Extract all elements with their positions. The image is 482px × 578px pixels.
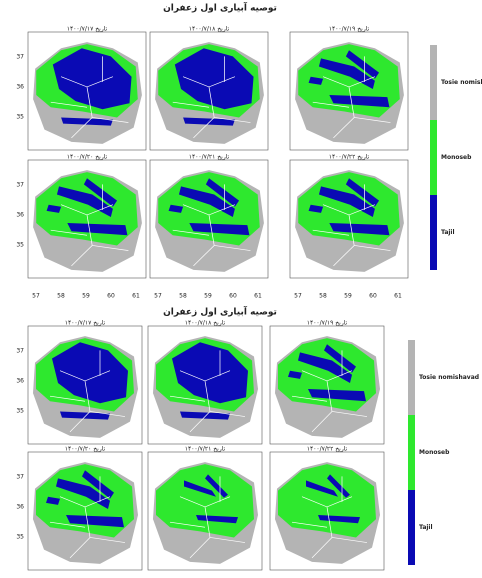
panel-date: تاریخ ۱۴۰۰/۷/۲۲ — [307, 446, 348, 453]
panel-date: تاریخ ۱۴۰۰/۷/۱۷ — [65, 320, 106, 327]
map-panel: تاریخ ۱۴۰۰/۷/۲۲ — [270, 446, 384, 571]
panel-date: تاریخ ۱۴۰۰/۷/۲۱ — [189, 154, 230, 161]
y-tick-label: 35 — [16, 242, 24, 249]
map-panel: تاریخ ۱۴۰۰/۷/۱۹ — [270, 320, 384, 445]
panel-date: تاریخ ۱۴۰۰/۷/۲۱ — [185, 446, 226, 453]
x-tick-label: 59 — [82, 293, 90, 300]
panel-date: تاریخ ۱۴۰۰/۷/۱۸ — [189, 26, 230, 33]
map — [275, 462, 380, 564]
map — [33, 462, 138, 564]
x-tick-label: 60 — [369, 293, 377, 300]
panel-date: تاریخ ۱۴۰۰/۷/۲۲ — [329, 154, 370, 161]
y-tick-label: 36 — [16, 84, 24, 91]
y-tick-label: 37 — [16, 182, 24, 189]
map — [155, 170, 264, 272]
map-panel: تاریخ ۱۴۰۰/۷/۱۷ — [28, 26, 146, 151]
legend-swatch — [430, 195, 437, 270]
y-tick-label: 37 — [16, 54, 24, 61]
figure-title: توصیه آبیاری اول زعفران — [163, 2, 277, 14]
map-panel: تاریخ ۱۴۰۰/۷/۲۰ — [28, 154, 146, 279]
map-panel: تاریخ ۱۴۰۰/۷/۲۱ — [148, 446, 262, 571]
map-panel: تاریخ ۱۴۰۰/۷/۲۰ — [28, 446, 142, 571]
legend-label: Monoseb — [419, 449, 450, 456]
y-tick-label: 35 — [16, 114, 24, 121]
legend-swatch — [408, 415, 415, 490]
x-tick-label: 60 — [107, 293, 115, 300]
map-panel: تاریخ ۱۴۰۰/۷/۱۸ — [150, 26, 268, 151]
x-tick-label: 59 — [204, 293, 212, 300]
panel-date: تاریخ ۱۴۰۰/۷/۱۷ — [67, 26, 108, 33]
y-tick-label: 37 — [16, 474, 24, 481]
panel-date: تاریخ ۱۴۰۰/۷/۱۸ — [185, 320, 226, 327]
map — [153, 336, 258, 438]
legend-swatch — [430, 45, 437, 120]
map-panel: تاریخ ۱۴۰۰/۷/۱۸ — [148, 320, 262, 445]
x-tick-label: 57 — [154, 293, 162, 300]
map-panel: تاریخ ۱۴۰۰/۷/۱۹ — [290, 26, 408, 151]
y-tick-label: 36 — [16, 504, 24, 511]
x-tick-label: 58 — [319, 293, 327, 300]
figure-page: توصیه آبیاری اول زعفران تاریخ ۱۴۰۰/۷/۱۷ تا… — [0, 0, 482, 578]
map — [33, 336, 138, 438]
y-tick-label: 37 — [16, 348, 24, 355]
x-tick-label: 61 — [394, 293, 402, 300]
legend-label: Tosie nomishavad — [441, 79, 482, 86]
legend-label: Tajil — [441, 229, 455, 236]
x-tick-label: 57 — [32, 293, 40, 300]
map — [33, 42, 142, 144]
panel-date: تاریخ ۱۴۰۰/۷/۱۹ — [329, 26, 370, 33]
panel-date: تاریخ ۱۴۰۰/۷/۱۹ — [307, 320, 348, 327]
map — [153, 462, 258, 564]
x-tick-label: 57 — [294, 293, 302, 300]
y-tick-label: 36 — [16, 212, 24, 219]
map — [295, 170, 404, 272]
legend-label: Tosie nomishavad — [419, 374, 479, 381]
panel-date: تاریخ ۱۴۰۰/۷/۲۰ — [65, 446, 106, 453]
legend-label: Tajil — [419, 524, 433, 531]
map-panel: تاریخ ۱۴۰۰/۷/۲۲ — [290, 154, 408, 279]
y-tick-label: 36 — [16, 378, 24, 385]
map-panel: تاریخ ۱۴۰۰/۷/۱۷ — [28, 320, 142, 445]
legend-swatch — [430, 120, 437, 195]
legend-swatch — [408, 490, 415, 565]
map-panel: تاریخ ۱۴۰۰/۷/۲۱ — [150, 154, 268, 279]
figure-title: توصیه آبیاری اول زعفران — [163, 306, 277, 318]
x-tick-label: 58 — [179, 293, 187, 300]
map — [33, 170, 142, 272]
x-tick-label: 58 — [57, 293, 65, 300]
x-tick-label: 59 — [344, 293, 352, 300]
map — [275, 336, 380, 438]
x-tick-label: 61 — [254, 293, 262, 300]
map — [155, 42, 264, 144]
y-tick-label: 35 — [16, 408, 24, 415]
legend-label: Monoseb — [441, 154, 472, 161]
x-tick-label: 60 — [229, 293, 237, 300]
x-tick-label: 61 — [132, 293, 140, 300]
y-tick-label: 35 — [16, 534, 24, 541]
map — [295, 42, 404, 144]
legend-swatch — [408, 340, 415, 415]
panel-date: تاریخ ۱۴۰۰/۷/۲۰ — [67, 154, 108, 161]
